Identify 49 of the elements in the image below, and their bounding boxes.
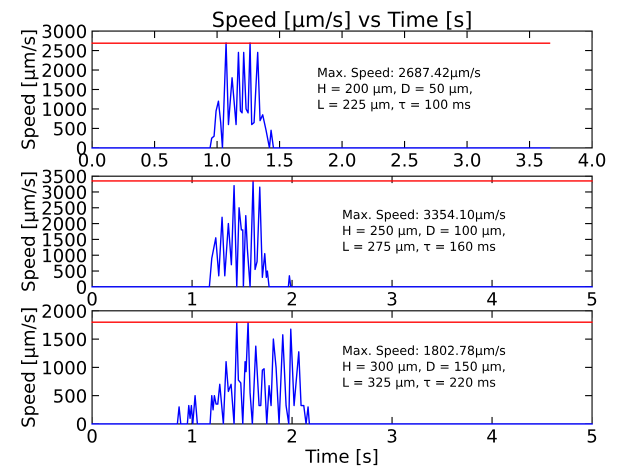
y-tick-label: 1000 bbox=[43, 102, 86, 116]
annotation: Max. Speed: 3354.10μm/s H = 250 μm, D = 100 μm, L = 275 μm, τ = 160 ms bbox=[343, 210, 506, 254]
x-tick-label: 0.0 bbox=[78, 153, 106, 167]
y-axis-title: Speed [μm/s] bbox=[21, 308, 38, 427]
y-tick-label: 500 bbox=[54, 122, 86, 136]
annotation: Max. Speed: 1802.78μm/s H = 300 μm, D = 150 μm, L = 325 μm, τ = 220 ms bbox=[343, 345, 506, 390]
x-tick-label: 5 bbox=[588, 292, 596, 306]
x-tick-label: 4 bbox=[487, 292, 497, 306]
chart-title: Speed [μm/s] vs Time [s] bbox=[213, 11, 471, 32]
y-tick-label: 2000 bbox=[42, 304, 86, 318]
x-tick-label: 2.0 bbox=[329, 153, 356, 167]
y-tick-label: 500 bbox=[54, 389, 86, 403]
y-tick-label: 500 bbox=[54, 264, 86, 278]
x-tick-label: 2 bbox=[288, 429, 296, 442]
line-series bbox=[91, 42, 550, 149]
x-tick-label: 1.5 bbox=[267, 153, 292, 167]
x-tick-label: 4 bbox=[487, 429, 497, 442]
y-tick-label: 1000 bbox=[43, 248, 86, 262]
x-tick-label: 2.5 bbox=[392, 153, 418, 167]
y-tick-label: 0 bbox=[76, 417, 86, 432]
x-tick-label: 5 bbox=[588, 429, 596, 443]
y-tick-label: 2000 bbox=[42, 217, 86, 231]
y-tick-label: 2000 bbox=[42, 63, 86, 78]
annotation: Max. Speed: 2687.42μm/s H = 200 μm, D = 50 μm, L = 225 μm, τ = 100 ms bbox=[318, 68, 480, 112]
y-tick-label: 3000 bbox=[42, 185, 86, 200]
y-tick-label: 1500 bbox=[43, 332, 86, 346]
y-axis-title: Speed [μm/s] bbox=[21, 172, 38, 291]
y-axis-title: Speed [μm/s] bbox=[21, 30, 38, 149]
x-tick-label: 0.5 bbox=[141, 153, 168, 167]
x-tick-label: 1.0 bbox=[204, 153, 230, 167]
x-tick-label: 3.0 bbox=[454, 153, 480, 167]
x-tick-label: 0 bbox=[88, 292, 97, 306]
x-axis-title: Time [s] bbox=[305, 449, 378, 466]
x-tick-label: 0 bbox=[88, 429, 97, 443]
y-tick-label: 3000 bbox=[42, 24, 86, 38]
y-tick-label: 0 bbox=[76, 280, 86, 294]
x-tick-label: 3 bbox=[388, 429, 396, 443]
x-tick-label: 3.5 bbox=[516, 153, 542, 167]
x-tick-label: 2 bbox=[288, 292, 296, 306]
y-tick-label: 2500 bbox=[42, 201, 86, 215]
y-tick-label: 1000 bbox=[43, 360, 86, 374]
x-tick-label: 1 bbox=[188, 292, 196, 306]
y-tick-label: 3500 bbox=[42, 170, 86, 184]
x-tick-label: 3 bbox=[388, 292, 396, 306]
y-tick-label: 1500 bbox=[43, 232, 86, 247]
x-tick-label: 4.0 bbox=[578, 153, 606, 167]
y-tick-label: 1500 bbox=[43, 82, 86, 97]
y-tick-label: 2500 bbox=[42, 44, 86, 58]
x-tick-label: 1 bbox=[188, 429, 196, 442]
